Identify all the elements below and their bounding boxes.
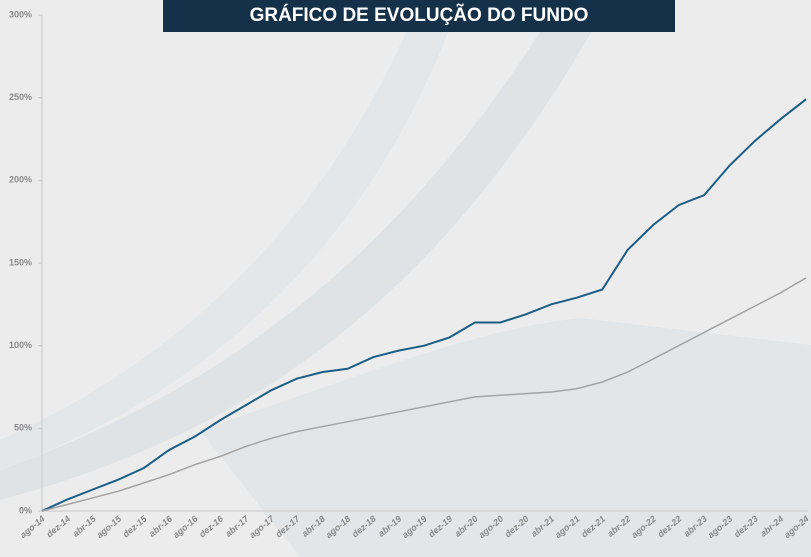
title-banner bbox=[163, 0, 675, 32]
y-tick-label: 300% bbox=[9, 9, 32, 19]
y-tick-label: 150% bbox=[9, 257, 32, 267]
series-line bbox=[41, 98, 807, 512]
decor bbox=[0, 0, 610, 500]
chart-title: GRÁFICO DE EVOLUÇÃO DO FUNDO bbox=[250, 4, 589, 26]
y-tick-label: 0% bbox=[19, 505, 32, 515]
y-tick-label: 100% bbox=[9, 340, 32, 350]
decor bbox=[0, 0, 460, 470]
y-tick-label: 50% bbox=[14, 423, 32, 433]
decor bbox=[200, 318, 811, 557]
series-line bbox=[41, 277, 807, 512]
y-tick-label: 250% bbox=[9, 92, 32, 102]
y-tick-label: 200% bbox=[9, 175, 32, 185]
